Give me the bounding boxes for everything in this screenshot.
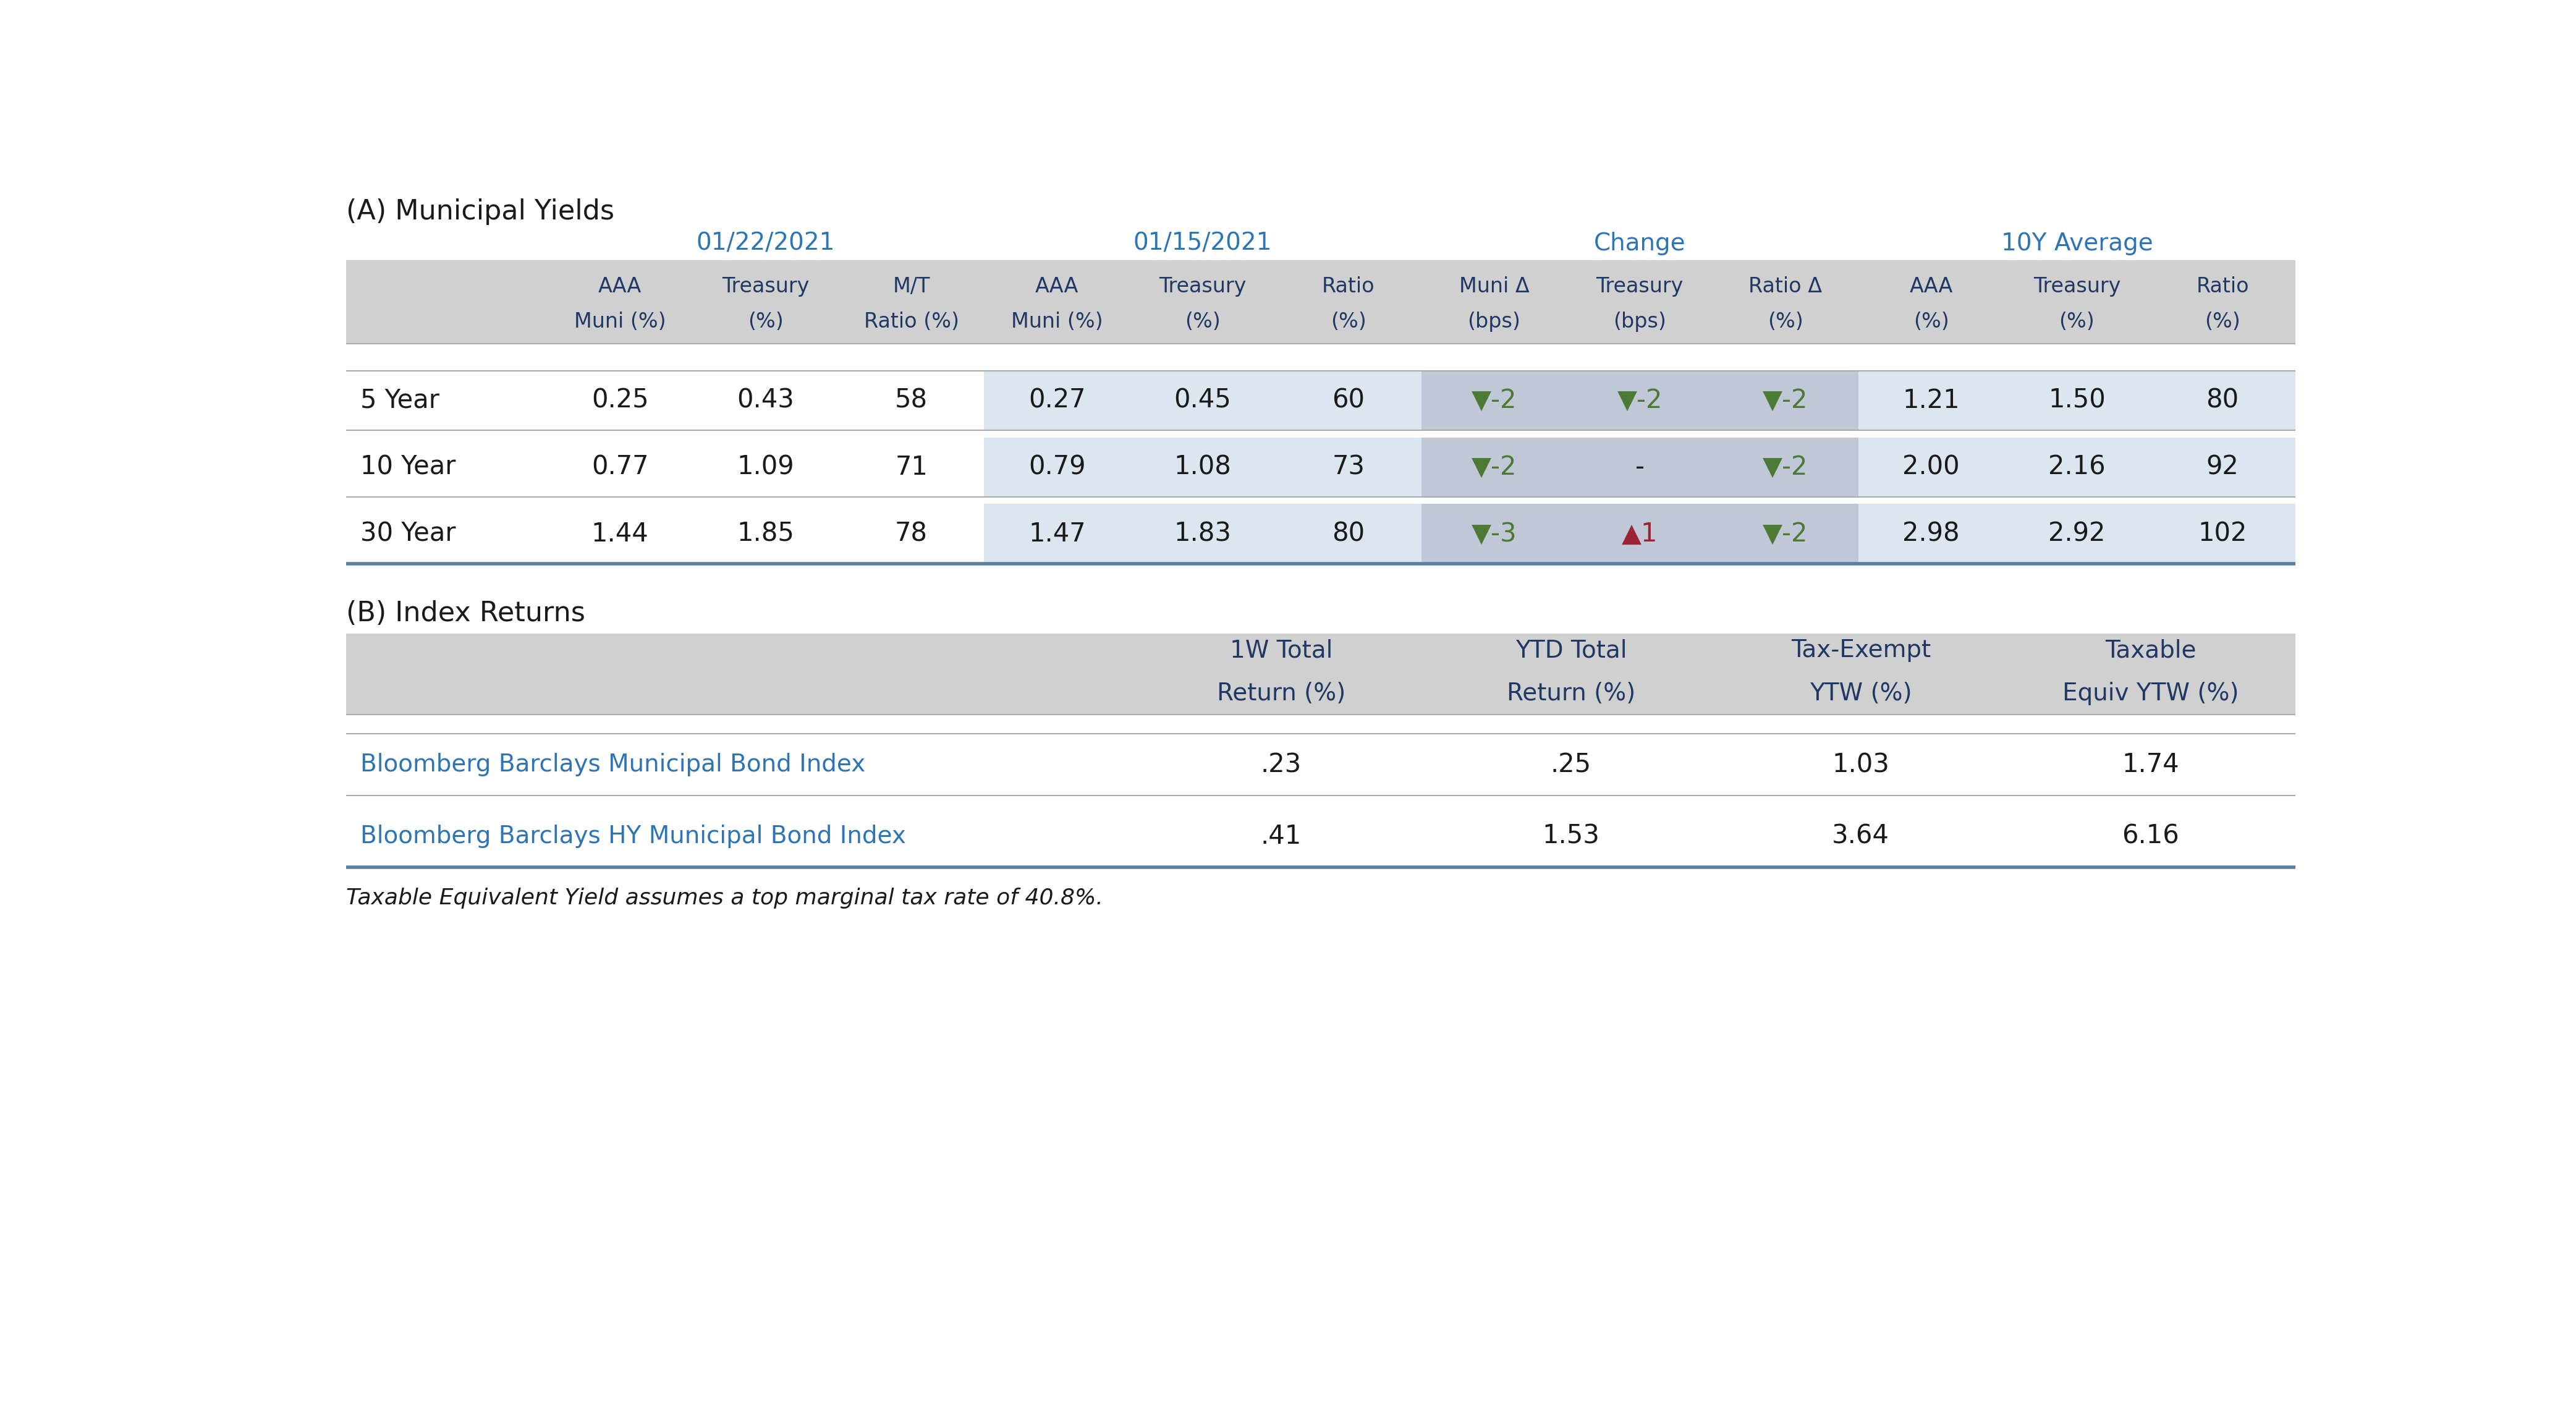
Text: AAA: AAA [1909, 277, 1953, 297]
Text: 2.00: 2.00 [1904, 455, 1960, 481]
Text: Equiv YTW (%): Equiv YTW (%) [2063, 682, 2239, 704]
Text: 1.50: 1.50 [2048, 388, 2105, 414]
FancyBboxPatch shape [984, 503, 1422, 563]
Text: ▼-2: ▼-2 [1618, 388, 1662, 414]
Text: Ratio Δ: Ratio Δ [1749, 277, 1821, 297]
Text: Muni (%): Muni (%) [574, 312, 665, 332]
Text: 3.64: 3.64 [1832, 823, 1888, 848]
Text: 0.45: 0.45 [1175, 388, 1231, 414]
Text: ▼-2: ▼-2 [1762, 388, 1808, 414]
Text: Bloomberg Barclays Municipal Bond Index: Bloomberg Barclays Municipal Bond Index [361, 753, 866, 776]
Text: 01/22/2021: 01/22/2021 [696, 231, 835, 255]
Text: ▲1: ▲1 [1623, 520, 1659, 546]
Text: 10 Year: 10 Year [361, 455, 456, 481]
FancyBboxPatch shape [1422, 438, 1857, 496]
Text: 1.21: 1.21 [1904, 388, 1960, 414]
Text: 1.08: 1.08 [1175, 455, 1231, 481]
Text: 6.16: 6.16 [2123, 823, 2179, 848]
FancyBboxPatch shape [1422, 371, 1857, 431]
Text: 1W Total: 1W Total [1229, 639, 1332, 662]
Text: 1.83: 1.83 [1175, 520, 1231, 546]
Text: ▼-2: ▼-2 [1762, 520, 1808, 546]
Text: (bps): (bps) [1613, 312, 1667, 332]
Text: Change: Change [1595, 231, 1685, 255]
Text: 73: 73 [1332, 455, 1365, 481]
Text: M/T: M/T [894, 277, 930, 297]
Text: 2.92: 2.92 [2048, 520, 2105, 546]
FancyBboxPatch shape [1857, 503, 2295, 563]
Text: AAA: AAA [598, 277, 641, 297]
Text: (%): (%) [1185, 312, 1221, 332]
Text: 0.77: 0.77 [592, 455, 649, 481]
Text: 1.47: 1.47 [1028, 520, 1084, 546]
Text: 0.43: 0.43 [737, 388, 793, 414]
FancyBboxPatch shape [984, 371, 1422, 431]
Text: 58: 58 [894, 388, 927, 414]
Text: Bloomberg Barclays HY Municipal Bond Index: Bloomberg Barclays HY Municipal Bond Ind… [361, 824, 907, 848]
Text: Tax-Exempt: Tax-Exempt [1790, 639, 1929, 662]
FancyBboxPatch shape [1857, 371, 2295, 431]
Text: 2.98: 2.98 [1904, 520, 1960, 546]
Text: 1.53: 1.53 [1543, 823, 1600, 848]
Text: .25: .25 [1551, 752, 1592, 777]
Text: (%): (%) [2205, 312, 2241, 332]
Text: AAA: AAA [1036, 277, 1079, 297]
Text: 0.25: 0.25 [592, 388, 649, 414]
FancyBboxPatch shape [1422, 503, 1857, 563]
Text: 1.09: 1.09 [737, 455, 793, 481]
Text: 1.03: 1.03 [1832, 752, 1888, 777]
Text: 92: 92 [2205, 455, 2239, 481]
Text: ▼-2: ▼-2 [1471, 455, 1517, 481]
Text: Treasury: Treasury [1597, 277, 1685, 297]
Text: Treasury: Treasury [2032, 277, 2120, 297]
Text: ▼-2: ▼-2 [1471, 388, 1517, 414]
Text: Taxable: Taxable [2105, 639, 2197, 662]
Text: 5 Year: 5 Year [361, 388, 440, 414]
Text: (B) Index Returns: (B) Index Returns [345, 600, 585, 627]
Text: (%): (%) [747, 312, 783, 332]
Text: 1.74: 1.74 [2123, 752, 2179, 777]
Text: .41: .41 [1260, 823, 1301, 848]
FancyBboxPatch shape [345, 633, 2295, 714]
Text: Muni Δ: Muni Δ [1458, 277, 1530, 297]
Text: YTD Total: YTD Total [1515, 639, 1625, 662]
Text: 78: 78 [894, 520, 927, 546]
Text: .23: .23 [1260, 752, 1301, 777]
Text: 71: 71 [894, 455, 927, 481]
Text: 60: 60 [1332, 388, 1365, 414]
Text: 1.85: 1.85 [737, 520, 793, 546]
FancyBboxPatch shape [1857, 438, 2295, 496]
Text: (%): (%) [2058, 312, 2094, 332]
Text: Ratio: Ratio [1321, 277, 1376, 297]
Text: (A) Municipal Yields: (A) Municipal Yields [345, 198, 613, 225]
Text: (%): (%) [1914, 312, 1950, 332]
Text: 30 Year: 30 Year [361, 520, 456, 546]
Text: 2.16: 2.16 [2048, 455, 2105, 481]
Text: Ratio (%): Ratio (%) [863, 312, 958, 332]
Text: (%): (%) [1767, 312, 1803, 332]
Text: -: - [1636, 455, 1643, 481]
Text: Treasury: Treasury [1159, 277, 1247, 297]
FancyBboxPatch shape [984, 438, 1422, 496]
Text: ▼-2: ▼-2 [1762, 455, 1808, 481]
Text: 102: 102 [2197, 520, 2246, 546]
Text: 0.27: 0.27 [1028, 388, 1084, 414]
Text: Muni (%): Muni (%) [1012, 312, 1103, 332]
Text: Return (%): Return (%) [1216, 682, 1345, 704]
Text: YTW (%): YTW (%) [1808, 682, 1911, 704]
Text: 0.79: 0.79 [1028, 455, 1084, 481]
Text: 80: 80 [1332, 520, 1365, 546]
Text: 01/15/2021: 01/15/2021 [1133, 231, 1273, 255]
Text: ▼-3: ▼-3 [1471, 520, 1517, 546]
Text: Taxable Equivalent Yield assumes a top marginal tax rate of 40.8%.: Taxable Equivalent Yield assumes a top m… [345, 887, 1103, 908]
Text: 80: 80 [2205, 388, 2239, 414]
FancyBboxPatch shape [345, 260, 2295, 344]
Text: 1.44: 1.44 [592, 520, 649, 546]
Text: 10Y Average: 10Y Average [2002, 231, 2154, 255]
Text: Return (%): Return (%) [1507, 682, 1636, 704]
Text: (bps): (bps) [1468, 312, 1520, 332]
Text: Ratio: Ratio [2197, 277, 2249, 297]
Text: Treasury: Treasury [721, 277, 809, 297]
Text: (%): (%) [1332, 312, 1365, 332]
